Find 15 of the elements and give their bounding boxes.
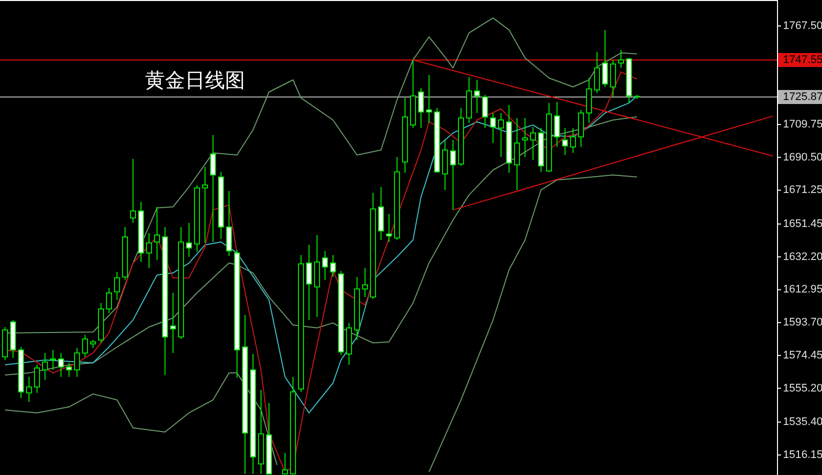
y-tick-label: 1516.15 (783, 448, 822, 461)
y-tick-label: 1651.45 (783, 218, 822, 230)
y-tick-label: 1535.40 (783, 416, 822, 428)
y-tick-label: 1767.50 (783, 20, 822, 32)
y-tick-label: 1574.45 (783, 349, 822, 362)
y-tick-label: 1671.25 (783, 184, 822, 196)
ref-line-label: 1725.87 (783, 90, 822, 103)
y-tick-label: 1555.20 (783, 382, 822, 394)
y-tick-label: 1593.70 (783, 316, 822, 329)
text: 黄金日线图 (145, 68, 245, 92)
y-tick-label: 1612.95 (783, 284, 822, 296)
y-tick-label: 1709.75 (783, 118, 822, 131)
ref-line-label: 1747.55 (783, 54, 822, 66)
y-tick-label: 1690.50 (783, 151, 822, 164)
y-tick-label: 1632.20 (783, 250, 822, 263)
